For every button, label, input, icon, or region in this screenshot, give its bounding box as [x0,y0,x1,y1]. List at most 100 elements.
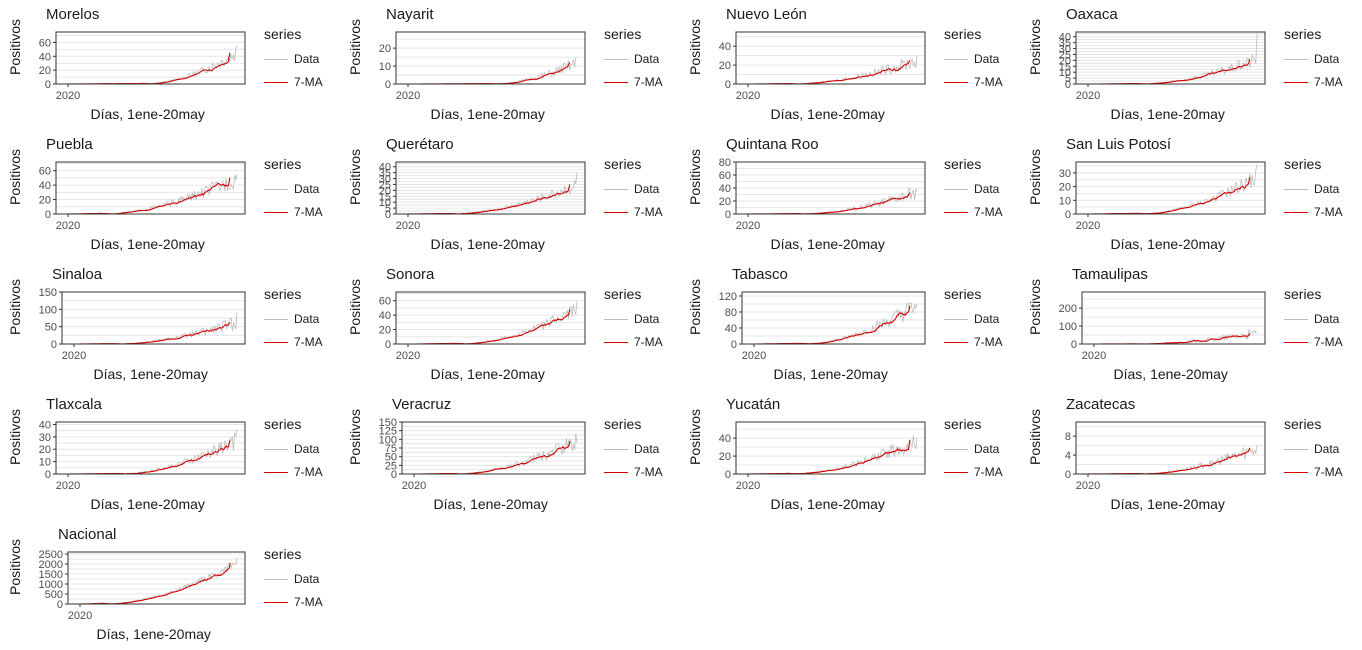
legend-title: series [264,156,302,172]
legend-label: Data [294,312,320,326]
legend-title: series [1284,156,1322,172]
y-tick-label: 40 [39,419,51,431]
legend-key-ma [264,212,288,213]
legend-label: 7-MA [1314,75,1343,89]
legend-label: Data [1314,312,1340,326]
legend-key-data [944,449,968,450]
plot-frame [55,161,246,215]
y-tick-label: 0 [385,209,391,221]
legend-key-ma [604,472,628,473]
y-tick-label: 35 [1059,38,1071,50]
legend-label: 7-MA [974,205,1003,219]
y-tick-label: 2500 [39,549,63,561]
ma-series-line [74,322,231,345]
legend-title: series [1284,26,1322,42]
x-tick-label: 2020 [68,610,92,622]
y-tick-label: 40 [39,51,51,63]
x-axis-label: Días, 1ene-20may [1110,106,1225,122]
legend-label: 7-MA [294,465,323,479]
y-tick-label: 150 [379,417,397,429]
x-axis-label: Días, 1ene-20may [96,626,211,642]
y-tick-label: 100 [39,304,57,316]
y-tick-label: 0 [1065,79,1071,91]
y-tick-label: 15 [379,191,391,203]
y-tick-label: 2000 [39,559,63,571]
y-tick-label: 0 [57,599,63,611]
data-series-line [67,174,238,215]
x-tick-label: 2020 [396,350,420,362]
legend-label: 7-MA [294,75,323,89]
y-tick-label: 30 [1059,44,1071,56]
plot-area: 0 20 40 2020 [719,421,926,492]
y-tick-label: 30 [379,174,391,186]
legend-key-data [264,579,288,580]
y-tick-label: 10 [1059,67,1071,79]
data-series-line [748,435,918,475]
x-axis-label: Días, 1ene-20may [1113,366,1228,382]
y-tick-label: 0 [725,209,731,221]
legend-title: series [1284,416,1322,432]
plot-frame [1081,291,1266,345]
plot-frame [741,291,926,345]
y-tick-label: 20 [379,185,391,197]
legend-title: series [944,286,982,302]
legend-title: series [604,26,642,42]
legend-label: 7-MA [974,465,1003,479]
y-tick-label: 50 [385,452,397,464]
panel-title: Tabasco [732,266,788,283]
y-tick-label: 0 [725,79,731,91]
y-tick-label: 0 [51,339,57,351]
y-tick-label: 40 [39,180,51,192]
x-tick-label: 2020 [396,220,420,232]
legend-key-ma [944,212,968,213]
y-tick-label: 30 [1059,168,1071,180]
x-axis-label: Días, 1ene-20may [430,106,545,122]
x-axis-label: Días, 1ene-20may [773,366,888,382]
legend-key-data [264,189,288,190]
y-tick-label: 0 [1065,469,1071,481]
legend-key-ma [944,472,968,473]
panel-title: Sinaloa [52,266,103,283]
plot-frame [735,31,926,85]
y-tick-label: 60 [719,170,731,182]
y-tick-label: 0 [1065,209,1071,221]
plot-area: 0 4 8 2020 [1065,421,1266,492]
y-tick-label: 0 [391,469,397,481]
legend-key-data [604,449,628,450]
legend-title: series [264,416,302,432]
x-axis-label: Días, 1ene-20may [93,366,208,382]
data-series-line [74,312,238,345]
plot-area: 0 20 40 60 2020 [379,291,586,362]
y-tick-label: 120 [719,291,737,303]
y-tick-label: 60 [379,296,391,308]
y-tick-label: 1000 [39,579,63,591]
y-tick-label: 20 [1059,55,1071,67]
chart-panel: Oaxaca Positivos Días, 1ene-20may 0 5 10 15 20 2… [1020,0,1360,130]
legend-label: Data [294,182,320,196]
y-tick-label: 0 [385,339,391,351]
legend-key-data [1284,189,1308,190]
chart-panel: Querétaro Positivos Días, 1ene-20may 0 5 10 15… [340,130,680,260]
y-tick-label: 60 [39,166,51,178]
plot-frame [1075,421,1266,475]
y-tick-label: 100 [379,434,397,446]
chart-panel: Tamaulipas Positivos Días, 1ene-20may 0 100 2… [1020,260,1360,390]
plot-frame [1075,31,1266,85]
legend-label: Data [294,572,320,586]
y-tick-label: 30 [39,432,51,444]
y-tick-label: 75 [385,443,397,455]
plot-area: 0 20 40 60 2020 [39,31,246,102]
legend-title: series [264,286,302,302]
chart-panel: San Luis Potosí Positivos Días, 1ene-20may… [1020,130,1360,260]
y-tick-label: 125 [379,426,397,438]
legend-label: 7-MA [634,465,663,479]
y-tick-label: 0 [725,469,731,481]
y-tick-label: 20 [719,60,731,72]
legend-title: series [604,156,642,172]
legend-key-data [944,319,968,320]
